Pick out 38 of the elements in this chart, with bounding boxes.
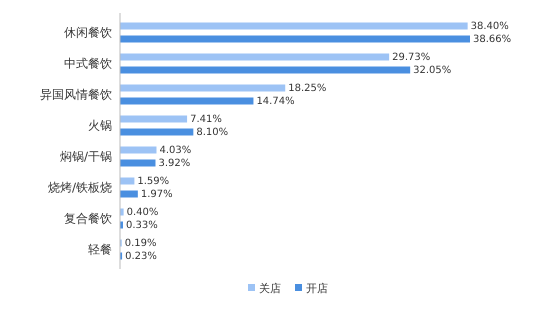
bar <box>120 22 468 30</box>
data-label: 4.03% <box>159 145 192 156</box>
bar <box>120 128 194 136</box>
data-label: 0.40% <box>126 207 158 218</box>
bar <box>120 36 470 42</box>
y-tick-label: 轻餐 <box>88 242 112 256</box>
y-tick-label: 中式餐饮 <box>64 56 112 70</box>
data-label: 1.97% <box>140 189 173 200</box>
legend-label: 关店 <box>259 282 281 295</box>
y-tick-label: 烧烤/铁板烧 <box>48 180 112 194</box>
data-label: 0.19% <box>124 238 156 249</box>
data-label: 29.73% <box>392 52 430 63</box>
data-label: 8.10% <box>196 127 228 138</box>
data-label: 3.92% <box>158 158 190 169</box>
data-label: 38.40% <box>470 21 509 32</box>
bar <box>120 160 156 166</box>
data-label: 38.66% <box>473 34 512 45</box>
bar <box>120 178 134 184</box>
y-tick-label: 异国风情餐饮 <box>40 88 112 102</box>
data-label: 32.05% <box>413 65 452 76</box>
data-label: 18.25% <box>288 83 326 94</box>
data-label: 14.74% <box>256 96 295 107</box>
bar <box>120 66 410 74</box>
bar <box>120 84 286 92</box>
bar <box>120 54 390 60</box>
y-tick-label: 火锅 <box>88 118 112 132</box>
bar <box>120 190 138 198</box>
legend-label: 开店 <box>306 282 328 295</box>
bar <box>120 146 156 154</box>
bar <box>120 98 254 104</box>
data-label: 0.33% <box>126 220 158 231</box>
data-label: 1.59% <box>137 176 170 187</box>
y-tick-label: 休闲餐饮 <box>64 26 112 40</box>
y-tick-label: 焖锅/干锅 <box>60 150 112 164</box>
y-tick-label: 复合餐饮 <box>64 212 112 226</box>
data-label: 0.23% <box>125 251 157 262</box>
data-label: 7.41% <box>190 114 222 125</box>
bar <box>120 116 188 122</box>
